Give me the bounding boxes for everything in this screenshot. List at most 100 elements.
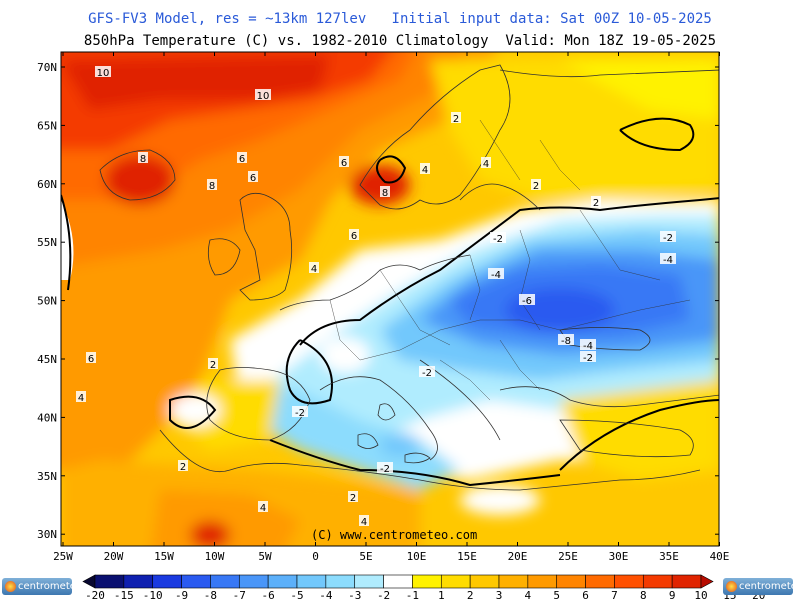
isotherm-label: -6 (522, 296, 532, 307)
color-legend-label: -2 (377, 589, 390, 600)
latitude-label: 60N (37, 178, 57, 191)
longitude-label: 5W (258, 550, 272, 563)
color-swatch (152, 574, 182, 589)
copyright-text: (C) www.centrometeo.com (311, 528, 477, 542)
color-swatch (325, 574, 356, 589)
longitude-labels: 25W 20W 15W 10W 5W 0 5E 10E 15E 20E 25E 30E 35E 40E (53, 550, 729, 563)
color-swatch (412, 574, 442, 589)
longitude-label: 10E (407, 550, 427, 563)
longitude-label: 20W (104, 550, 124, 563)
map-frame (60, 51, 720, 547)
isotherm-label: 10 (257, 91, 270, 102)
color-legend-label: -6 (262, 589, 275, 600)
isotherm-label: -2 (493, 234, 503, 245)
color-legend-label: -9 (175, 589, 188, 600)
color-legend-label: -1 (406, 589, 419, 600)
longitude-label: 40E (710, 550, 730, 563)
isotherm-label: 4 (361, 517, 367, 528)
isotherm-label: 6 (351, 231, 357, 242)
latitude-label: 70N (37, 61, 57, 74)
isotherm-label: 4 (260, 503, 266, 514)
centrometeo-logo-right: centrometeo (723, 578, 800, 595)
longitude-label: 15W (154, 550, 174, 563)
color-swatch (556, 574, 586, 589)
longitude-label: 10W (205, 550, 225, 563)
latitude-label: 50N (37, 295, 57, 308)
isotherm-label: 6 (250, 173, 256, 184)
color-swatch (296, 574, 327, 589)
latitude-labels: 70N 65N 60N 55N 50N 45N 40N 35N 30N (37, 61, 57, 541)
color-legend-label: -20 (85, 589, 105, 600)
color-legend-label: -15 (114, 589, 134, 600)
color-legend-label: 10 (694, 589, 707, 600)
isotherm-label: -2 (583, 353, 593, 364)
color-swatch (440, 574, 471, 589)
isotherm-label: 4 (311, 264, 317, 275)
color-legend-label: 8 (640, 589, 647, 600)
color-swatch (700, 574, 714, 589)
color-swatch (94, 574, 125, 589)
color-swatch (614, 574, 644, 589)
longitude-label: 25E (558, 550, 578, 563)
color-swatch (354, 574, 384, 589)
logo-icon (726, 581, 737, 592)
color-swatch (671, 574, 702, 589)
chart-title-field: 850hPa Temperature (C) vs. 1982-2010 Cli… (83, 33, 717, 49)
anomaly-field (61, 52, 719, 546)
isotherm-label: -4 (491, 270, 501, 281)
color-legend-labels: -20-15-10-9-8-7-6-5-4-3-2-11234567891015… (85, 589, 765, 600)
longitude-label: 30E (609, 550, 629, 563)
isotherm-label: -2 (295, 408, 305, 419)
color-swatch (123, 574, 154, 589)
color-swatch (527, 574, 558, 589)
logo-icon (5, 581, 16, 592)
latitude-label: 45N (37, 353, 57, 366)
isotherm-label: 8 (209, 181, 215, 192)
color-legend-label: -4 (319, 589, 333, 600)
color-swatch (181, 574, 211, 589)
color-legend-label: -5 (290, 589, 303, 600)
zero-isotherm (61, 117, 719, 487)
color-legend-label: 4 (525, 589, 532, 600)
isotherm-label: -2 (663, 233, 673, 244)
color-legend-label: 2 (467, 589, 474, 600)
longitude-label: 35E (659, 550, 679, 563)
longitude-label: 15E (457, 550, 477, 563)
color-legend-label: 9 (669, 589, 676, 600)
isotherm-label: -2 (380, 464, 390, 475)
isotherm-label: 2 (533, 181, 539, 192)
isotherm-label: 2 (180, 462, 186, 473)
isotherm-label: 8 (382, 188, 388, 199)
latitude-label: 30N (37, 528, 57, 541)
color-swatch (210, 574, 240, 589)
isotherm-label: -4 (583, 341, 593, 352)
color-legend-label: 5 (553, 589, 560, 600)
color-swatch (238, 574, 269, 589)
latitude-label: 40N (37, 411, 57, 424)
isotherm-label: 2 (210, 360, 216, 371)
longitude-label: 25W (53, 550, 73, 563)
isotherm-label: 8 (140, 154, 146, 165)
isotherm-label: 2 (453, 114, 459, 125)
chart-title-model: GFS-FV3 Model, res = ~13km 127lev Initia… (88, 11, 712, 27)
color-legend-label: 7 (611, 589, 618, 600)
color-legend-label: 6 (582, 589, 589, 600)
isotherm-label: 6 (88, 354, 94, 365)
isotherm-label: 4 (483, 159, 489, 170)
isotherm-label: 2 (350, 493, 356, 504)
isotherm-label: 10 (97, 68, 110, 79)
longitude-label: 20E (508, 550, 528, 563)
latitude-label: 65N (37, 119, 57, 132)
color-swatch (82, 574, 96, 589)
latitude-label: 35N (37, 470, 57, 483)
isotherm-label: 4 (422, 165, 428, 176)
color-swatch (469, 574, 500, 589)
color-legend-label: 3 (496, 589, 503, 600)
isotherm-label: -2 (422, 368, 432, 379)
isotherm-label: 2 (593, 198, 599, 209)
longitude-label: 5E (359, 550, 372, 563)
color-swatch (498, 574, 529, 589)
color-swatch (267, 574, 298, 589)
